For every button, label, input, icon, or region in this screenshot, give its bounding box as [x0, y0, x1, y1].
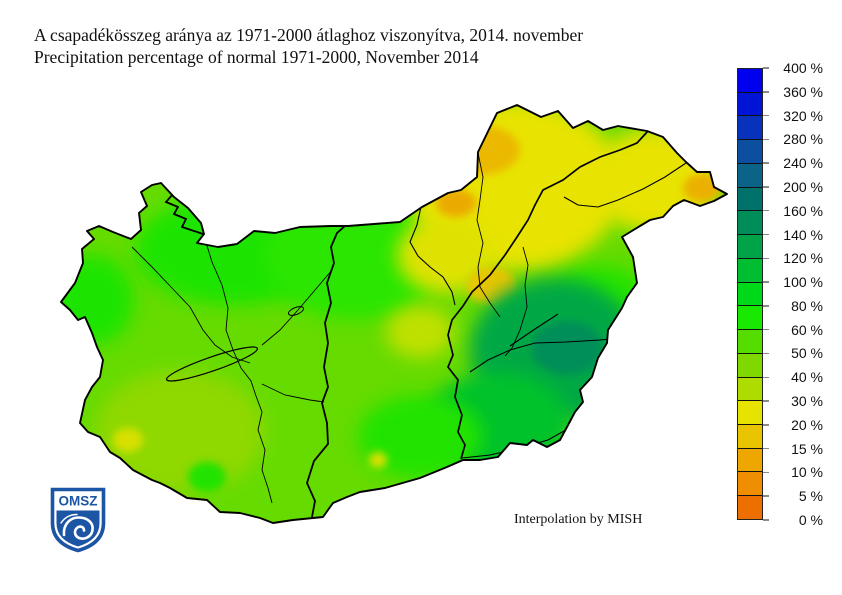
legend-tick [763, 352, 769, 355]
legend-tick [763, 400, 769, 402]
legend-tick [763, 281, 769, 283]
legend-tick [763, 233, 769, 236]
legend-band-5 [738, 187, 762, 212]
hortobagy-channel [504, 246, 529, 357]
legend-label: 30 % [791, 393, 823, 410]
title-english: Precipitation percentage of normal 1971-… [34, 47, 479, 67]
legend-label: 280 % [783, 131, 823, 148]
bodrog-river [563, 162, 687, 208]
county-boundary-velence [261, 269, 333, 346]
zone-central-yellowgreen-tinge [386, 306, 454, 358]
legend-label: 320 % [783, 107, 823, 124]
zone-top-border-green [381, 105, 449, 128]
legend-tick [763, 186, 769, 188]
zone-south-central-yellow-dot [369, 452, 387, 468]
county-boundary-west [203, 235, 273, 504]
legend-band-3 [738, 140, 762, 164]
legend-band-18 [738, 496, 762, 519]
legend-colorbar [737, 68, 763, 520]
legend-tick [763, 257, 769, 260]
legend-tick [763, 114, 769, 117]
logo-cyclone-icon [62, 516, 94, 540]
map-fill-layer [61, 105, 727, 523]
legend-tick [763, 424, 769, 426]
lake-velence [287, 306, 305, 316]
zone-koros-darkest-green [531, 321, 603, 375]
legend-label: 20 % [791, 416, 823, 433]
color-scale-legend: 400 % 360 % 320 % 280 % 240 % 200 % 160 % 140 %… [737, 60, 842, 528]
legend-band-11 [738, 330, 762, 354]
koros-river [469, 313, 621, 373]
legend-label: 60 % [791, 321, 823, 338]
county-boundary-northeast [476, 152, 501, 318]
legend-label: 15 % [791, 440, 823, 457]
interpolation-note: Interpolation by MISH [514, 512, 643, 527]
legend-label: 200 % [783, 178, 823, 195]
legend-label: 10 % [791, 464, 823, 481]
legend-band-16 [738, 448, 762, 473]
legend-label: 5 % [798, 488, 823, 505]
logo-wave-spray [60, 513, 78, 524]
lake-balaton [165, 346, 259, 382]
page-title: A csapadékösszeg aránya az 1971-2000 átl… [34, 24, 583, 68]
legend-band-8 [738, 258, 762, 283]
legend-band-13 [738, 377, 762, 402]
legend-label: 40 % [791, 369, 823, 386]
legend-tick [763, 138, 769, 141]
legend-label: 360 % [783, 83, 823, 100]
legend-label: 140 % [783, 226, 823, 243]
legend-tick [763, 91, 769, 93]
legend-band-17 [738, 472, 762, 497]
county-boundary-south-balaton [261, 383, 325, 403]
legend-label: 400 % [783, 60, 823, 76]
legend-band-4 [738, 163, 762, 188]
zone-matra-orange-spot [436, 189, 476, 217]
tisza-river [447, 130, 649, 460]
legend-tick [763, 67, 769, 69]
legend-label: 0 % [798, 512, 823, 528]
legend-label: 240 % [783, 155, 823, 172]
legend-band-9 [738, 282, 762, 307]
legend-tick [763, 305, 769, 307]
logo-text: OMSZ [59, 494, 98, 509]
legend-tick [763, 162, 769, 164]
title-hungarian: A csapadékösszeg aránya az 1971-2000 átl… [34, 25, 584, 45]
legend-label: 120 % [783, 250, 823, 267]
omsz-logo: OMSZ [50, 487, 106, 553]
zone-south-central-green [358, 395, 482, 479]
legend-label: 100 % [783, 274, 823, 291]
legend-band-7 [738, 235, 762, 259]
legend-tick [763, 209, 769, 212]
legend-tick [763, 471, 769, 474]
legend-label: 50 % [791, 345, 823, 362]
legend-band-15 [738, 425, 762, 449]
legend-tick [763, 376, 769, 378]
danube-river [160, 182, 346, 518]
legend-band-1 [738, 92, 762, 117]
county-boundary-zala [131, 246, 251, 364]
legend-band-2 [738, 116, 762, 141]
legend-label: 80 % [791, 297, 823, 314]
legend-tick [763, 328, 769, 331]
legend-label: 160 % [783, 202, 823, 219]
legend-tick [763, 447, 769, 450]
zone-central-yellow-arm [397, 217, 493, 293]
hungary-border [60, 104, 728, 524]
zone-southwest-yellowgreen [95, 370, 265, 494]
legend-tick [763, 519, 769, 521]
legend-band-14 [738, 401, 762, 426]
legend-tick [763, 495, 769, 497]
legend-band-10 [738, 306, 762, 331]
legend-band-12 [738, 353, 762, 378]
zone-somogy-green-spot [188, 462, 226, 492]
legend-band-0 [738, 69, 762, 93]
zone-zala-yellow-spot [113, 428, 143, 452]
legend-band-6 [738, 211, 762, 236]
